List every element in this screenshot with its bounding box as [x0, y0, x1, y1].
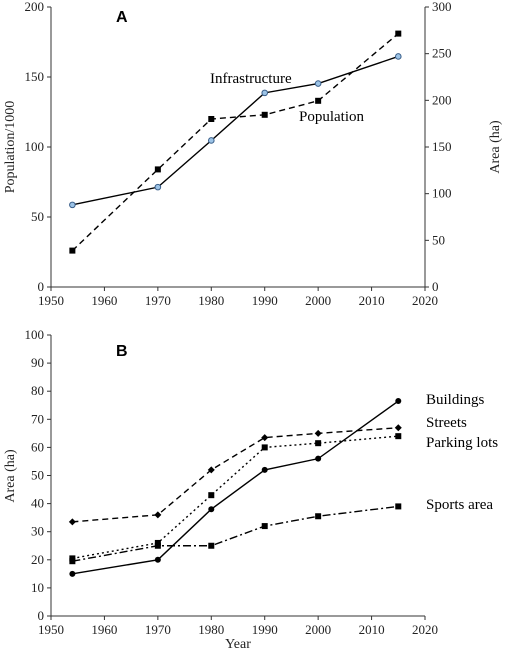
series-label-streets: Streets [426, 415, 467, 431]
y-tick-label: 10 [31, 580, 44, 595]
y-tick-label: 60 [31, 439, 44, 454]
data-point-sports-area [154, 542, 161, 549]
panel-b-x-label: Year [225, 637, 251, 652]
y-tick-label: 50 [31, 468, 44, 483]
y2-tick-label: 200 [432, 92, 452, 107]
data-point-infrastructure [154, 183, 162, 191]
series-line-buildings [72, 400, 399, 575]
data-point-sports-area [208, 542, 215, 549]
y2-tick-label: 300 [432, 0, 452, 14]
series-label-sports-area: Sports area [426, 497, 493, 513]
data-point-streets [207, 466, 215, 474]
y-tick-label: 90 [31, 355, 44, 370]
series-line-parking-lots [72, 435, 399, 560]
y-tick-label: 100 [25, 327, 45, 342]
panel-b: 1950 1960 1970 1980 1990 2000 2010 2020 0 10 20 30… [3, 327, 498, 652]
data-point-population [395, 30, 402, 37]
data-point-population [154, 166, 161, 173]
data-point-parking-lots [208, 492, 215, 499]
data-point-population [261, 111, 268, 118]
y2-tick-label: 150 [432, 139, 452, 154]
data-point-buildings [315, 455, 322, 462]
series-line-infrastructure [72, 55, 399, 206]
x-tick-label: 1980 [198, 293, 224, 308]
data-point-streets [394, 424, 402, 432]
y2-tick-label: 250 [432, 46, 452, 61]
data-point-streets [314, 429, 322, 437]
x-tick-label: 2000 [305, 622, 331, 637]
data-point-sports-area [69, 558, 76, 565]
x-tick-label: 1970 [145, 622, 171, 637]
y-tick-label: 200 [25, 0, 45, 14]
panel-a-y2-label: Area (ha) [488, 120, 503, 174]
data-point-streets [261, 434, 269, 442]
data-point-infrastructure [314, 80, 322, 87]
x-tick-label: 2010 [359, 622, 385, 637]
y-tick-label: 100 [25, 139, 45, 154]
x-tick-label: 1990 [252, 293, 278, 308]
x-tick-label: 1950 [38, 293, 64, 308]
data-point-infrastructure [69, 201, 76, 209]
x-tick-label: 2010 [359, 293, 385, 308]
y-tick-label: 0 [38, 608, 45, 623]
x-tick-label: 1990 [252, 622, 278, 637]
data-point-buildings [395, 398, 402, 405]
y-tick-label: 50 [31, 209, 44, 224]
y-tick-label: 20 [31, 552, 44, 567]
x-tick-label: 1980 [198, 622, 224, 637]
x-tick-label: 2020 [412, 293, 438, 308]
series-line-population [71, 33, 399, 252]
data-point-buildings [208, 506, 215, 513]
y-tick-label: 0 [38, 279, 45, 294]
data-point-sports-area [315, 513, 322, 520]
data-point-infrastructure [207, 137, 215, 144]
data-point-parking-lots [315, 440, 322, 447]
x-tick-label: 1970 [145, 293, 171, 308]
x-tick-label: 1950 [38, 622, 64, 637]
series-label-parking-lots: Parking lots [426, 435, 498, 451]
data-point-buildings [154, 556, 161, 563]
series-line-streets [72, 427, 399, 523]
data-point-parking-lots [395, 433, 402, 440]
x-tick-label: 2000 [305, 293, 331, 308]
y2-tick-label: 0 [432, 279, 439, 294]
data-point-parking-lots [261, 444, 268, 451]
data-point-buildings [69, 570, 76, 577]
y2-tick-label: 100 [432, 186, 452, 201]
x-tick-label: 1960 [91, 293, 117, 308]
series-label-buildings: Buildings [426, 392, 485, 408]
data-point-streets [68, 518, 76, 526]
data-point-sports-area [261, 523, 268, 530]
y-tick-label: 150 [25, 69, 45, 84]
y-tick-label: 70 [31, 411, 44, 426]
x-tick-label: 1960 [91, 622, 117, 637]
data-point-population [69, 247, 76, 254]
data-point-buildings [261, 466, 268, 473]
panel-b-y-label: Area (ha) [3, 449, 18, 503]
panel-b-letter: B [116, 343, 128, 360]
data-point-sports-area [395, 503, 402, 510]
panel-a: 1950 1960 1970 1980 1990 2000 2010 2020 0501001… [3, 0, 503, 308]
y-tick-label: 80 [31, 383, 44, 398]
panel-a-y-label: Population/1000 [3, 101, 18, 194]
data-point-streets [154, 511, 162, 519]
y-tick-label: 30 [31, 524, 44, 539]
data-point-infrastructure [261, 89, 269, 97]
data-point-population [208, 116, 215, 122]
panel-a-letter: A [116, 9, 128, 26]
series-label-population: Population [299, 109, 365, 125]
x-tick-label: 2020 [412, 622, 438, 637]
y2-tick-label: 50 [432, 232, 445, 247]
data-point-population [315, 97, 322, 104]
data-point-infrastructure [394, 53, 402, 60]
series-line-sports-area [72, 505, 399, 562]
y-tick-label: 40 [31, 496, 44, 511]
series-label-infrastructure: Infrastructure [210, 71, 292, 87]
